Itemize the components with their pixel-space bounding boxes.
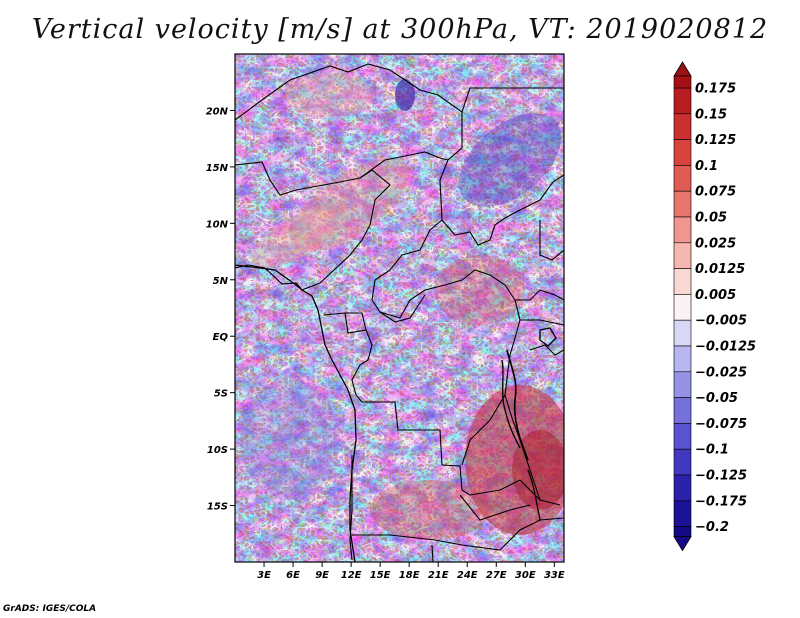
colorbar-label: −0.0125 xyxy=(695,340,756,355)
colorbar-label: −0.175 xyxy=(695,494,747,509)
x-tick-label: 12E xyxy=(341,570,362,581)
colorbar: 0.175 0.15 0.125 0.1 0.075 0.05 0.025 0.0125 0.0… xyxy=(673,61,756,552)
x-tick-label: 33E xyxy=(544,570,565,581)
colorbar-label: −0.075 xyxy=(695,417,747,432)
colorbar-segment xyxy=(673,75,692,89)
colorbar-segment xyxy=(673,319,692,347)
colorbar-label: 0.05 xyxy=(695,211,727,226)
y-tick-label: 20N xyxy=(206,106,229,117)
x-tick-label: 24E xyxy=(457,570,478,581)
x-tick-label: 3E xyxy=(257,570,271,581)
colorbar-label: 0.025 xyxy=(695,236,736,251)
colorbar-label: −0.05 xyxy=(695,391,738,406)
colorbar-label: 0.005 xyxy=(695,288,736,303)
colorbar-label: −0.005 xyxy=(695,314,747,329)
colorbar-label: 0.0125 xyxy=(695,262,745,277)
x-tick-label: 6E xyxy=(286,570,300,581)
x-tick-label: 9E xyxy=(315,570,329,581)
y-tick-label: EQ xyxy=(213,332,229,343)
colorbar-segment xyxy=(673,423,692,450)
colorbar-segment xyxy=(673,371,692,398)
y-tick-label: 5S xyxy=(214,389,228,400)
coastline xyxy=(235,264,557,562)
y-tick-label: 10N xyxy=(206,219,229,230)
colorbar-segment xyxy=(673,113,692,140)
x-tick-label: 27E xyxy=(486,570,507,581)
colorbar-segment xyxy=(673,268,692,295)
colorbar-label: −0.025 xyxy=(695,365,747,380)
plot-frame xyxy=(234,53,565,563)
colorbar-segment xyxy=(673,165,692,192)
vertical-velocity-field xyxy=(235,54,564,562)
colorbar-label: −0.2 xyxy=(695,520,729,535)
credit-text: GrADS: IGES/COLA xyxy=(3,604,97,614)
colorbar-label: 0.075 xyxy=(695,185,736,200)
colorbar-bottom-arrow xyxy=(673,536,692,552)
colorbar-segment xyxy=(673,500,692,527)
x-tick-label: 18E xyxy=(399,570,420,581)
country-boundaries xyxy=(235,63,564,562)
y-tick-label: 15N xyxy=(206,163,229,174)
colorbar-segment xyxy=(673,397,692,424)
colorbar-segment xyxy=(673,526,692,537)
colorbar-segment xyxy=(673,448,692,476)
colorbar-segment xyxy=(673,474,692,502)
colorbar-segment xyxy=(673,190,692,218)
x-axis: 3E 6E 9E 12E 15E 18E 21E 24E 27E 30E 33E xyxy=(257,562,565,581)
x-tick-label: 21E xyxy=(428,570,449,581)
colorbar-label: −0.1 xyxy=(695,443,729,458)
y-tick-label: 10S xyxy=(207,445,228,456)
chart-title: Vertical velocity [m/s] at 300hPa, VT: 2… xyxy=(31,14,769,45)
colorbar-segment xyxy=(673,242,692,269)
colorbar-label: 0.1 xyxy=(695,159,718,174)
colorbar-top-arrow xyxy=(673,61,692,77)
colorbar-segment xyxy=(673,87,692,115)
x-tick-label: 30E xyxy=(515,570,536,581)
y-tick-label: 15S xyxy=(207,502,228,513)
colorbar-label: 0.125 xyxy=(695,133,736,148)
colorbar-segment xyxy=(673,345,692,373)
y-axis: 20N 15N 10N 5N EQ 5S 10S 15S xyxy=(206,106,235,513)
y-tick-label: 5N xyxy=(213,276,229,287)
colorbar-segment xyxy=(673,294,692,321)
colorbar-label: −0.125 xyxy=(695,469,747,484)
colorbar-label: 0.15 xyxy=(695,107,727,122)
colorbar-segment xyxy=(673,216,692,244)
colorbar-segment xyxy=(673,139,692,166)
colorbar-label: 0.175 xyxy=(695,82,736,97)
x-tick-label: 15E xyxy=(370,570,391,581)
